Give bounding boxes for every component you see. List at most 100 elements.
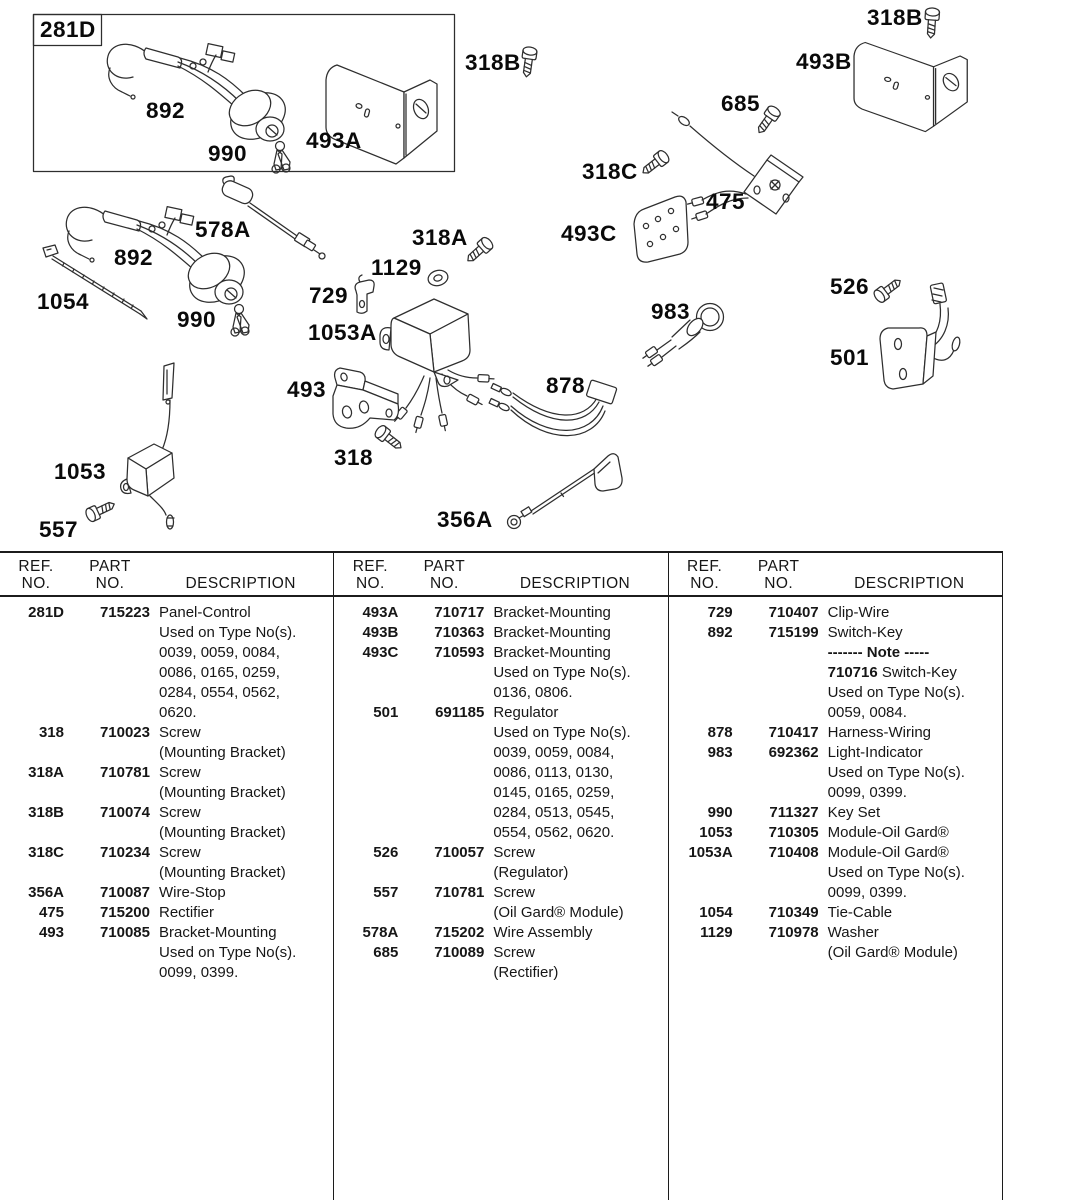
- description-cell: Screw: [493, 944, 536, 961]
- regulator-501-drawing: [879, 282, 961, 390]
- screw-318b-right-drawing: [923, 6, 941, 40]
- harness-878-drawing: [488, 379, 618, 437]
- bracket-493-drawing: [332, 367, 400, 429]
- table-row-continuation: 0136, 0806.: [334, 683, 667, 703]
- table-row-continuation: Used on Type No(s).: [669, 863, 1002, 883]
- ref-no-cell: [669, 663, 733, 683]
- description-cell: 0086, 0113, 0130,: [493, 764, 614, 781]
- wire-assembly-578a-drawing: [221, 175, 326, 260]
- module-1053-drawing: [120, 362, 175, 530]
- table-row: 685 710089 Screw: [334, 943, 667, 963]
- part-no-cell: [64, 783, 150, 803]
- part-no-cell: 715202: [434, 924, 485, 941]
- description-cell: 0039, 0059, 0084,: [493, 744, 615, 761]
- description-cell: 0136, 0806.: [493, 684, 573, 701]
- ref-no-cell: [0, 703, 64, 723]
- table-row: 475 715200 Rectifier: [0, 903, 333, 923]
- description-cell: Used on Type No(s).: [827, 764, 965, 781]
- part-no-cell: [64, 703, 150, 723]
- description-cell: Screw: [159, 844, 201, 861]
- part-label-685: 685: [721, 91, 761, 116]
- description-cell: Clip-Wire: [827, 604, 890, 621]
- ref-no-header: REF. NO.: [687, 558, 723, 592]
- ref-no-cell: [669, 643, 733, 663]
- description-cell: Used on Type No(s).: [159, 944, 297, 961]
- part-label-356a: 356A: [437, 507, 493, 532]
- part-no-cell: [398, 743, 484, 763]
- table-row: 1054 710349 Tie-Cable: [669, 903, 1002, 923]
- part-label-892: 892: [114, 245, 154, 270]
- description-cell: 0099, 0399.: [159, 964, 239, 981]
- part-no-cell: [64, 943, 150, 963]
- description-header: DESCRIPTION: [854, 575, 965, 592]
- part-label-318c: 318C: [582, 159, 638, 184]
- part-label-729: 729: [309, 283, 349, 308]
- table-row-continuation: Used on Type No(s).: [669, 683, 1002, 703]
- description-cell: Panel-Control: [159, 604, 251, 621]
- table-row-continuation: Used on Type No(s).: [334, 663, 667, 683]
- part-label-990: 990: [208, 141, 248, 166]
- ref-no-cell: [669, 783, 733, 803]
- table-row-continuation: (Rectifier): [334, 963, 667, 983]
- table-column-header: REF. NO. PART NO. DESCRIPTION: [334, 553, 668, 597]
- table-row: 1129 710978 Washer: [669, 923, 1002, 943]
- description-header: DESCRIPTION: [185, 575, 296, 592]
- part-no-cell: [733, 783, 819, 803]
- table-row-continuation: (Mounting Bracket): [0, 743, 333, 763]
- description-cell: 0620.: [159, 704, 197, 721]
- table-row: 1053 710305 Module-Oil Gard®: [669, 823, 1002, 843]
- bracket-493c-drawing: [633, 195, 689, 263]
- part-label-475: 475: [706, 189, 746, 214]
- description-cell: 0145, 0165, 0259,: [493, 784, 615, 801]
- ref-no-cell: [0, 643, 64, 663]
- table-column-body: 493A 710717 Bracket-Mounting 493B 710363 Brac…: [334, 597, 667, 983]
- part-label-1053: 1053: [54, 459, 107, 484]
- table-row-continuation: 0059, 0084.: [669, 703, 1002, 723]
- description-cell: Bracket-Mounting: [493, 604, 611, 621]
- part-no-cell: 710363: [434, 624, 485, 641]
- part-label-493b: 493B: [796, 49, 852, 74]
- part-no-cell: 715199: [768, 624, 819, 641]
- part-no-cell: [733, 883, 819, 903]
- part-no-cell: [398, 863, 484, 883]
- table-row-continuation: (Mounting Bracket): [0, 783, 333, 803]
- ref-no-cell: [0, 683, 64, 703]
- part-no-cell: [64, 643, 150, 663]
- ref-no-cell: 281D: [28, 604, 64, 621]
- table-row-continuation: Used on Type No(s).: [334, 723, 667, 743]
- description-cell: 0099, 0399.: [827, 784, 907, 801]
- table-row-continuation: 0039, 0059, 0084,: [0, 643, 333, 663]
- part-no-header: PART NO.: [757, 558, 800, 592]
- ref-no-cell: 318A: [28, 764, 64, 781]
- table-row-continuation: (Mounting Bracket): [0, 823, 333, 843]
- table-row: 493B 710363 Bracket-Mounting: [334, 623, 667, 643]
- part-no-cell: 710717: [434, 604, 485, 621]
- table-row: 356A 710087 Wire-Stop: [0, 883, 333, 903]
- ref-no-cell: [0, 623, 64, 643]
- ref-no-cell: [334, 663, 398, 683]
- part-label-983: 983: [651, 299, 691, 324]
- ref-no-cell: 318C: [28, 844, 64, 861]
- part-no-cell: 710407: [768, 604, 819, 621]
- table-row: 318A 710781 Screw: [0, 763, 333, 783]
- part-no-cell: 710593: [434, 644, 485, 661]
- clip-wire-729-drawing: [354, 274, 375, 314]
- part-no-cell: [733, 703, 819, 723]
- module-1053a-drawing: [379, 298, 495, 434]
- description-cell: Washer: [827, 924, 879, 941]
- table-row-continuation: ------- Note -----: [669, 643, 1002, 663]
- screw-318b-mid-drawing: [518, 45, 539, 79]
- description-cell: Bracket-Mounting: [159, 924, 277, 941]
- table-row-continuation: 0284, 0513, 0545,: [334, 803, 667, 823]
- ref-no-cell: [669, 703, 733, 723]
- part-no-cell: [64, 683, 150, 703]
- ref-no-cell: [334, 783, 398, 803]
- ref-no-cell: 318: [38, 724, 64, 741]
- ref-no-cell: [669, 763, 733, 783]
- washer-1129-drawing: [425, 267, 451, 289]
- table-row-continuation: (Oil Gard® Module): [669, 943, 1002, 963]
- part-no-cell: [398, 723, 484, 743]
- part-label-990: 990: [177, 307, 217, 332]
- description-cell: Regulator: [493, 704, 559, 721]
- part-label-493: 493: [287, 377, 327, 402]
